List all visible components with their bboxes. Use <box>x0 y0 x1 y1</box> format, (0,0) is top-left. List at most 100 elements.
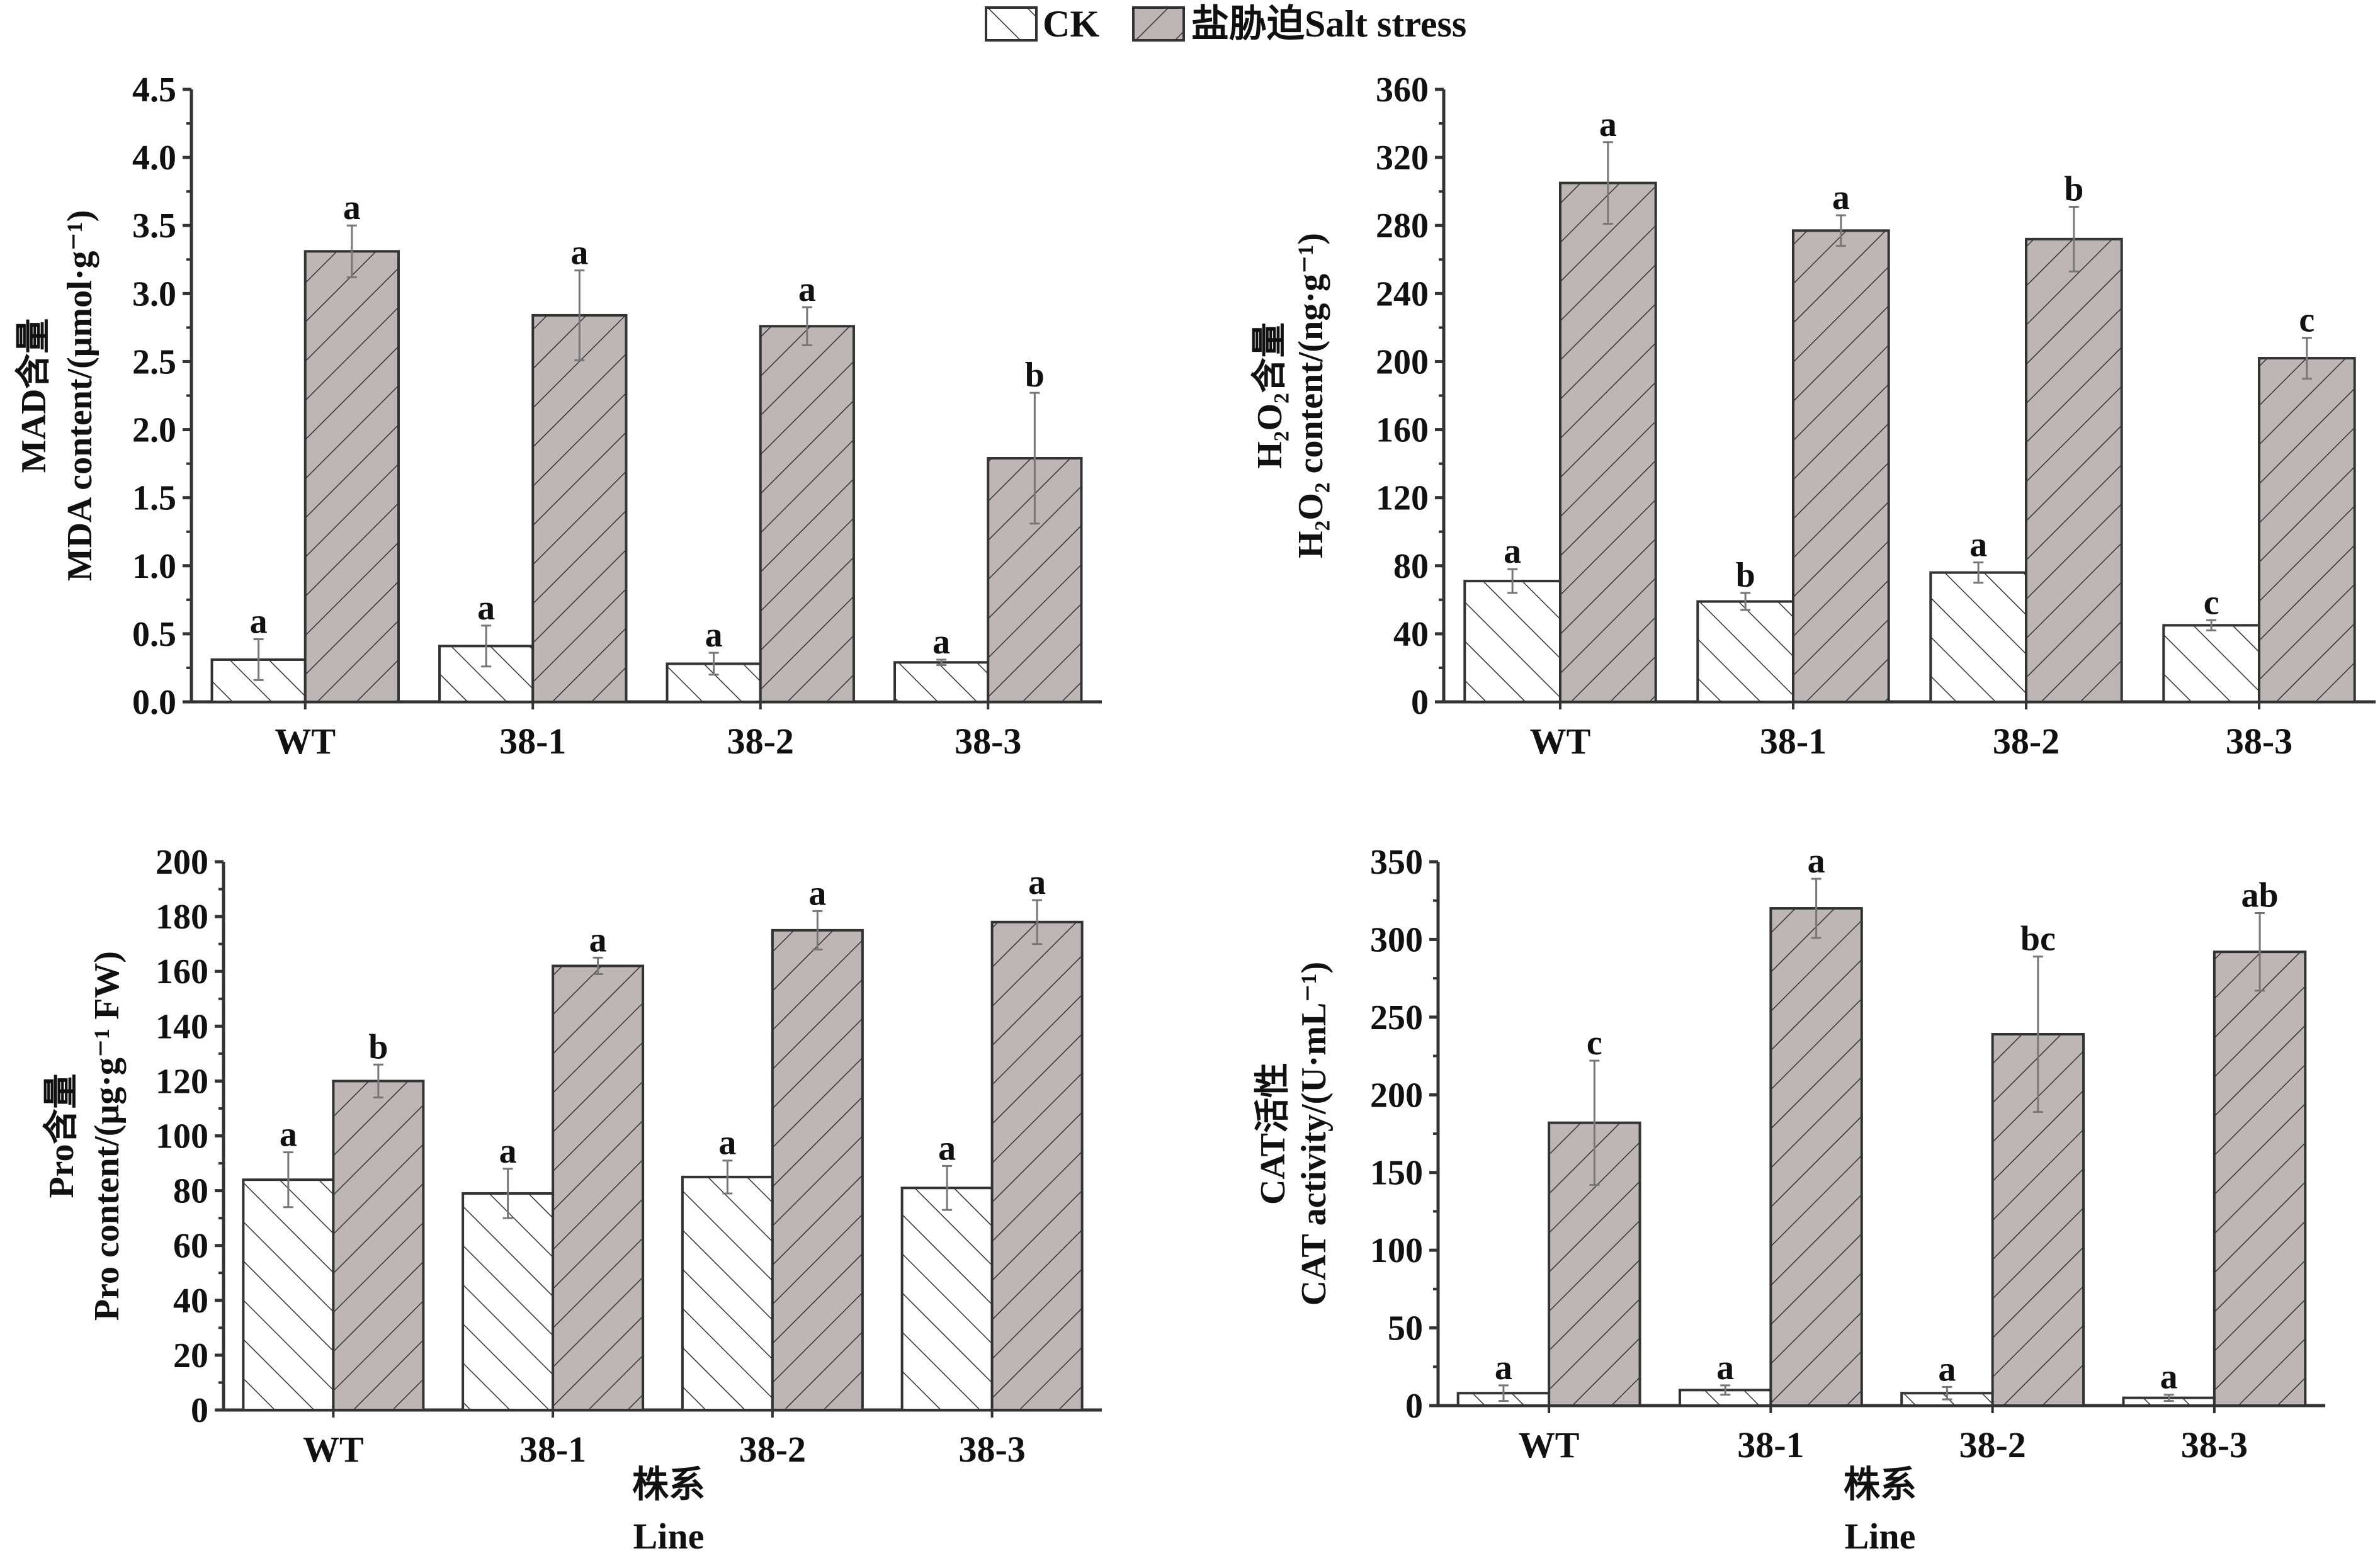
significance-letter: bc <box>2020 920 2056 959</box>
significance-letter: c <box>1587 1024 1602 1063</box>
y-tick-label: 60 <box>173 1227 208 1266</box>
bar-salt <box>552 964 645 1411</box>
y-tick-label: 160 <box>1376 411 1429 450</box>
bar-ck <box>1929 571 2028 703</box>
y-tick-label: 350 <box>1370 843 1423 882</box>
bar-salt <box>303 250 400 703</box>
bar-salt <box>332 1080 425 1411</box>
y-axis-title-cn: Pro含量 <box>42 1073 81 1198</box>
y-tick-label: 0 <box>191 1391 208 1430</box>
significance-letter: a <box>718 1124 736 1163</box>
y-tick-label: 0.0 <box>132 683 176 722</box>
y-tick-label: 100 <box>1370 1231 1423 1270</box>
legend: CK 盐胁迫Salt stress <box>985 3 1466 45</box>
significance-letter: a <box>1504 532 1521 571</box>
x-axis-title-cn: 株系 <box>632 1464 705 1505</box>
y-tick-label: 40 <box>1393 615 1429 654</box>
x-axis-title-right: 株系 Line <box>1844 1464 1917 1557</box>
significance-letter: a <box>1028 863 1046 902</box>
y-tick-label: 0 <box>1405 1387 1423 1426</box>
y-tick-label: 120 <box>156 1062 208 1101</box>
x-tick-label: 38-1 <box>519 1429 586 1470</box>
x-tick-label: 38-2 <box>1959 1424 2026 1465</box>
chart-panel-2: 0 40 80 120 160 200 240 280 320 360 H₂O₂含量 H₂O₂ con… <box>1250 71 2376 762</box>
y-tick-label: 3.0 <box>132 274 176 313</box>
significance-letter: c <box>2299 301 2315 340</box>
x-tick-label: 38-1 <box>1737 1424 1804 1465</box>
x-tick-label: 38-3 <box>955 721 1021 762</box>
x-tick-label: WT <box>1530 721 1591 762</box>
y-tick-label: 2.0 <box>132 411 176 450</box>
significance-letter: a <box>1599 105 1617 144</box>
y-tick-label: 0 <box>1411 683 1429 722</box>
bar-salt <box>759 325 855 703</box>
legend-label-ck: CK <box>1043 3 1099 45</box>
y-tick-label: 0.5 <box>132 615 176 654</box>
y-tick-label: 100 <box>156 1117 208 1156</box>
significance-letter: a <box>798 270 816 309</box>
y-tick-label: 200 <box>156 843 208 882</box>
significance-letter: a <box>499 1132 517 1171</box>
bar-salt <box>531 313 628 703</box>
significance-letter: b <box>368 1027 388 1066</box>
bar-ck <box>242 1178 335 1412</box>
bar-ck <box>462 1192 555 1411</box>
bar-salt <box>2258 357 2356 703</box>
bar-salt <box>2213 950 2307 1407</box>
significance-letter: a <box>250 602 268 641</box>
significance-letter: b <box>1025 356 1045 395</box>
x-axis-title-en: Line <box>1845 1516 1916 1557</box>
y-tick-label: 250 <box>1370 998 1423 1037</box>
x-tick-label: 38-2 <box>1993 721 2060 762</box>
significance-letter: a <box>1938 1350 1956 1389</box>
bar-salt <box>1559 181 1657 703</box>
bar-ck <box>900 1187 994 1411</box>
significance-letter: b <box>1736 556 1755 595</box>
y-tick-label: 180 <box>156 898 208 937</box>
y-tick-label: 40 <box>173 1282 208 1321</box>
y-tick-label: 300 <box>1370 920 1423 959</box>
y-axis-title-cn: H₂O₂含量 <box>1250 322 1289 469</box>
bar-ck <box>1696 600 1795 704</box>
y-tick-label: 3.5 <box>132 206 176 245</box>
legend-label-salt: 盐胁迫Salt stress <box>1191 3 1466 45</box>
y-tick-label: 150 <box>1370 1154 1423 1193</box>
y-axis-title: Pro content/(μg·g⁻¹ FW) <box>88 951 127 1321</box>
y-tick-label: 4.5 <box>132 71 176 110</box>
x-tick-label: 38-3 <box>2226 721 2292 762</box>
y-axis-title: H₂O₂ content/(ng·g⁻¹) <box>1291 233 1330 558</box>
y-tick-label: 50 <box>1388 1309 1423 1348</box>
bar-ck <box>1463 580 1562 703</box>
significance-letter: a <box>589 920 607 959</box>
y-tick-label: 1.5 <box>132 479 176 518</box>
y-tick-label: 160 <box>156 952 208 991</box>
significance-letter: a <box>1832 178 1850 217</box>
y-tick-label: 4.0 <box>132 138 176 178</box>
x-tick-label: 38-2 <box>739 1429 806 1470</box>
significance-letter: ab <box>2241 876 2279 915</box>
chart-panel-3: 0 20 40 60 80 100 120 140 160 180 200 Pro含量 Pro cont… <box>42 843 1102 1470</box>
x-tick-label: 38-3 <box>958 1429 1025 1470</box>
x-tick-label: 38-2 <box>727 721 794 762</box>
bar-salt <box>2025 237 2123 704</box>
bar-salt <box>771 928 864 1411</box>
x-tick-label: WT <box>275 721 336 762</box>
significance-letter: a <box>932 623 950 662</box>
x-tick-label: WT <box>303 1429 364 1470</box>
y-tick-label: 1.0 <box>132 547 176 586</box>
chart-panel-1: 0.0 0.5 1.0 1.5 2.0 2.5 3.0 3.5 4.0 4.5 MAD含量 MDA c… <box>14 71 1102 762</box>
y-axis-title-cn: MAD含量 <box>14 319 54 473</box>
y-tick-label: 80 <box>173 1172 208 1211</box>
x-tick-label: 38-1 <box>1760 721 1827 762</box>
y-tick-label: 360 <box>1376 71 1429 110</box>
bar-ck <box>681 1175 774 1411</box>
bar-ck <box>893 661 990 703</box>
y-tick-label: 320 <box>1376 138 1429 178</box>
legend-swatch-ck <box>985 6 1038 42</box>
significance-letter: a <box>808 874 826 913</box>
significance-letter: a <box>1716 1348 1734 1387</box>
bar-ck <box>2162 624 2261 703</box>
chart-panel-4: 0 50 100 150 200 250 300 350 CAT活性 CAT activity/(… <box>1254 842 2325 1465</box>
y-tick-label: 200 <box>1370 1076 1423 1115</box>
